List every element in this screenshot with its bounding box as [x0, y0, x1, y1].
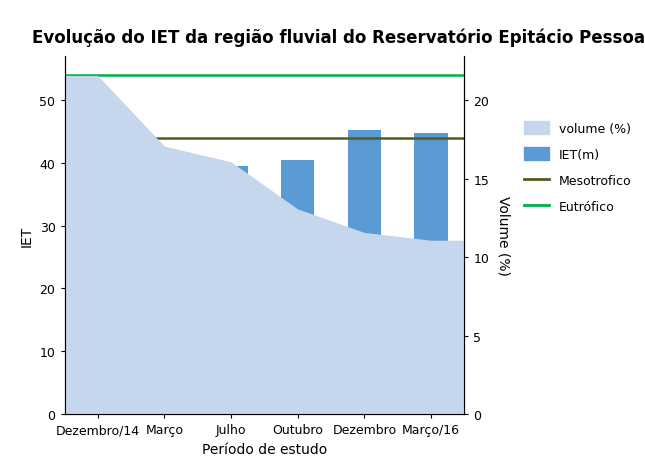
Bar: [348, 131, 381, 414]
Bar: [281, 160, 314, 414]
Y-axis label: IET: IET: [20, 225, 34, 246]
Bar: [81, 236, 114, 414]
X-axis label: Período de estudo: Período de estudo: [202, 442, 327, 456]
Polygon shape: [64, 78, 464, 414]
Bar: [414, 134, 448, 414]
Bar: [148, 168, 181, 414]
Legend: volume (%), IET(m), Mesotrofico, Eutrófico: volume (%), IET(m), Mesotrofico, Eutrófi…: [519, 117, 636, 218]
Bar: [214, 167, 248, 414]
Y-axis label: Volume (%): Volume (%): [496, 196, 510, 276]
Text: Evolução do IET da região fluvial do Reservatório Epitácio Pessoa-PB: Evolução do IET da região fluvial do Res…: [32, 29, 645, 47]
